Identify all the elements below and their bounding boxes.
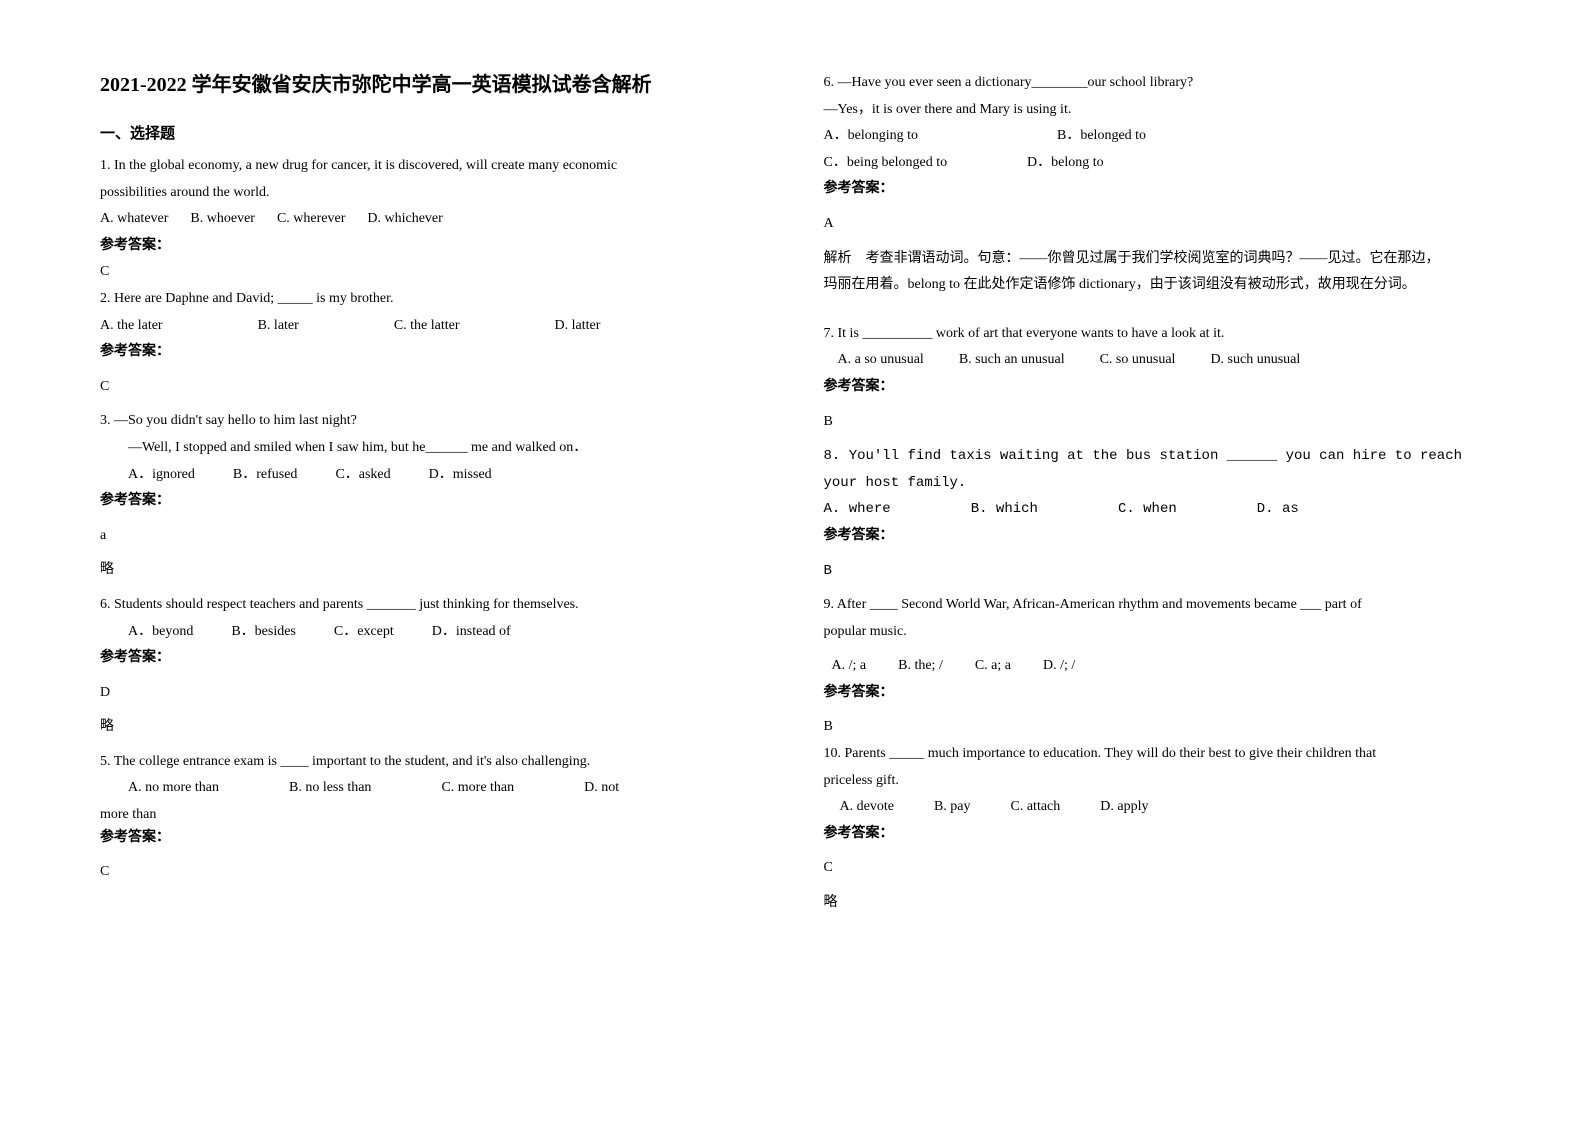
- q10-answer-label: 参考答案：: [824, 821, 1488, 848]
- q10-note: 略: [824, 890, 1488, 917]
- right-column: 6. —Have you ever seen a dictionary_____…: [824, 70, 1488, 1082]
- q1-optB: B. whoever: [190, 206, 255, 233]
- q6-optD: D．belong to: [1027, 155, 1104, 170]
- q2-options: A. the later B. later C. the latter D. l…: [100, 313, 764, 340]
- q5-optA: A. no more than: [128, 775, 219, 802]
- q1-optA: A. whatever: [100, 206, 168, 233]
- q4-answer: D: [100, 680, 764, 707]
- q8-line2: your host family.: [824, 470, 1488, 497]
- q2-optC: C. the latter: [394, 313, 460, 340]
- q8-optD: D. as: [1257, 496, 1299, 523]
- q8-optA: A. where: [824, 496, 891, 523]
- q7-optC: C. so unusual: [1100, 347, 1176, 374]
- q4-answer-label: 参考答案：: [100, 645, 764, 672]
- q1-answer: C: [100, 259, 764, 286]
- q4-optA: A．beyond: [128, 619, 193, 646]
- q1-line1: 1. In the global economy, a new drug for…: [100, 153, 764, 180]
- q6-expl1: 解析 考查非谓语动词。句意：——你曾见过属于我们学校阅览室的词典吗？——见过。它…: [824, 246, 1488, 273]
- q10-line1: 10. Parents _____ much importance to edu…: [824, 741, 1488, 768]
- q3-optA: A．ignored: [128, 462, 195, 489]
- q6-answer-label: 参考答案：: [824, 176, 1488, 203]
- q3-optC: C．asked: [335, 462, 390, 489]
- q4-options: A．beyond B．besides C．except D．instead of: [100, 619, 764, 646]
- q6-answer: A: [824, 211, 1488, 238]
- q3-optD: D．missed: [429, 462, 492, 489]
- q9-optB: B. the; /: [898, 653, 943, 680]
- q4-optB: B．besides: [231, 619, 296, 646]
- q10-optC: C. attach: [1011, 794, 1061, 821]
- q7-text: 7. It is __________ work of art that eve…: [824, 321, 1488, 348]
- q10-optB: B. pay: [934, 794, 971, 821]
- q6-optB: B．belonged to: [1057, 128, 1146, 143]
- q7-optA: A. a so unusual: [838, 347, 924, 374]
- q7-optB: B. such an unusual: [959, 347, 1065, 374]
- q8-answer-label: 参考答案：: [824, 523, 1488, 550]
- left-column: 2021-2022 学年安徽省安庆市弥陀中学高一英语模拟试卷含解析 一、选择题 …: [100, 70, 764, 1082]
- q4-text: 6. Students should respect teachers and …: [100, 592, 764, 619]
- q2-optA: A. the later: [100, 313, 163, 340]
- q1-optC: C. wherever: [277, 206, 345, 233]
- q5-optD: D. not: [584, 775, 619, 802]
- q9-options: A. /; a B. the; / C. a; a D. /; /: [824, 653, 1488, 680]
- q9-optC: C. a; a: [975, 653, 1011, 680]
- q10-optA: A. devote: [840, 794, 894, 821]
- q5-optB: B. no less than: [289, 775, 371, 802]
- q6-options-row2: C．being belonged to D．belong to: [824, 150, 1488, 177]
- q9-answer-label: 参考答案：: [824, 680, 1488, 707]
- q6-expl2: 玛丽在用着。belong to 在此处作定语修饰 dictionary，由于该词…: [824, 272, 1488, 299]
- q6-optC: C．being belonged to: [824, 150, 1024, 177]
- q3-line2: —Well, I stopped and smiled when I saw h…: [100, 435, 764, 462]
- q3-options: A．ignored B．refused C．asked D．missed: [100, 462, 764, 489]
- section-heading: 一、选择题: [100, 122, 764, 143]
- q3-answer: a: [100, 523, 764, 550]
- q5-answer: C: [100, 859, 764, 886]
- q5-text: 5. The college entrance exam is ____ imp…: [100, 749, 764, 776]
- q6-optA: A．belonging to: [824, 123, 1054, 150]
- q8-options: A. where B. which C. when D. as: [824, 496, 1488, 523]
- q4-optC: C．except: [334, 619, 394, 646]
- q1-line2: possibilities around the world.: [100, 180, 764, 207]
- q2-optB: B. later: [258, 313, 299, 340]
- q9-line2: popular music.: [824, 619, 1488, 646]
- q4-optD: D．instead of: [432, 619, 511, 646]
- q8-optC: C. when: [1118, 496, 1177, 523]
- q2-answer-label: 参考答案：: [100, 339, 764, 366]
- q1-options: A. whatever B. whoever C. wherever D. wh…: [100, 206, 764, 233]
- q3-optB: B．refused: [233, 462, 298, 489]
- q8-line1: 8. You'll find taxis waiting at the bus …: [824, 443, 1488, 470]
- q9-answer: B: [824, 714, 1488, 741]
- q6-line1: 6. —Have you ever seen a dictionary_____…: [824, 70, 1488, 97]
- q2-answer: C: [100, 374, 764, 401]
- q8-optB: B. which: [971, 496, 1038, 523]
- q10-answer: C: [824, 855, 1488, 882]
- q5-answer-label: 参考答案：: [100, 825, 764, 852]
- q3-answer-label: 参考答案：: [100, 488, 764, 515]
- q9-line1: 9. After ____ Second World War, African-…: [824, 592, 1488, 619]
- q5-options: A. no more than B. no less than C. more …: [100, 775, 764, 802]
- q6-line2: —Yes，it is over there and Mary is using …: [824, 97, 1488, 124]
- q10-line2: priceless gift.: [824, 768, 1488, 795]
- q3-line1: 3. —So you didn't say hello to him last …: [100, 408, 764, 435]
- q10-options: A. devote B. pay C. attach D. apply: [824, 794, 1488, 821]
- q8-answer: B: [824, 558, 1488, 585]
- q3-note: 略: [100, 557, 764, 584]
- q1-optD: D. whichever: [367, 206, 442, 233]
- q10-optD: D. apply: [1100, 794, 1148, 821]
- doc-title: 2021-2022 学年安徽省安庆市弥陀中学高一英语模拟试卷含解析: [100, 70, 764, 100]
- q4-note: 略: [100, 714, 764, 741]
- q7-options: A. a so unusual B. such an unusual C. so…: [824, 347, 1488, 374]
- q6-options-row1: A．belonging to B．belonged to: [824, 123, 1488, 150]
- q7-optD: D. such unusual: [1210, 347, 1300, 374]
- q1-answer-label: 参考答案：: [100, 233, 764, 260]
- q7-answer: B: [824, 409, 1488, 436]
- q2-text: 2. Here are Daphne and David; _____ is m…: [100, 286, 764, 313]
- q9-optA: A. /; a: [832, 653, 867, 680]
- q5-optC: C. more than: [441, 775, 514, 802]
- q2-optD: D. latter: [555, 313, 601, 340]
- q7-answer-label: 参考答案：: [824, 374, 1488, 401]
- q9-optD: D. /; /: [1043, 653, 1075, 680]
